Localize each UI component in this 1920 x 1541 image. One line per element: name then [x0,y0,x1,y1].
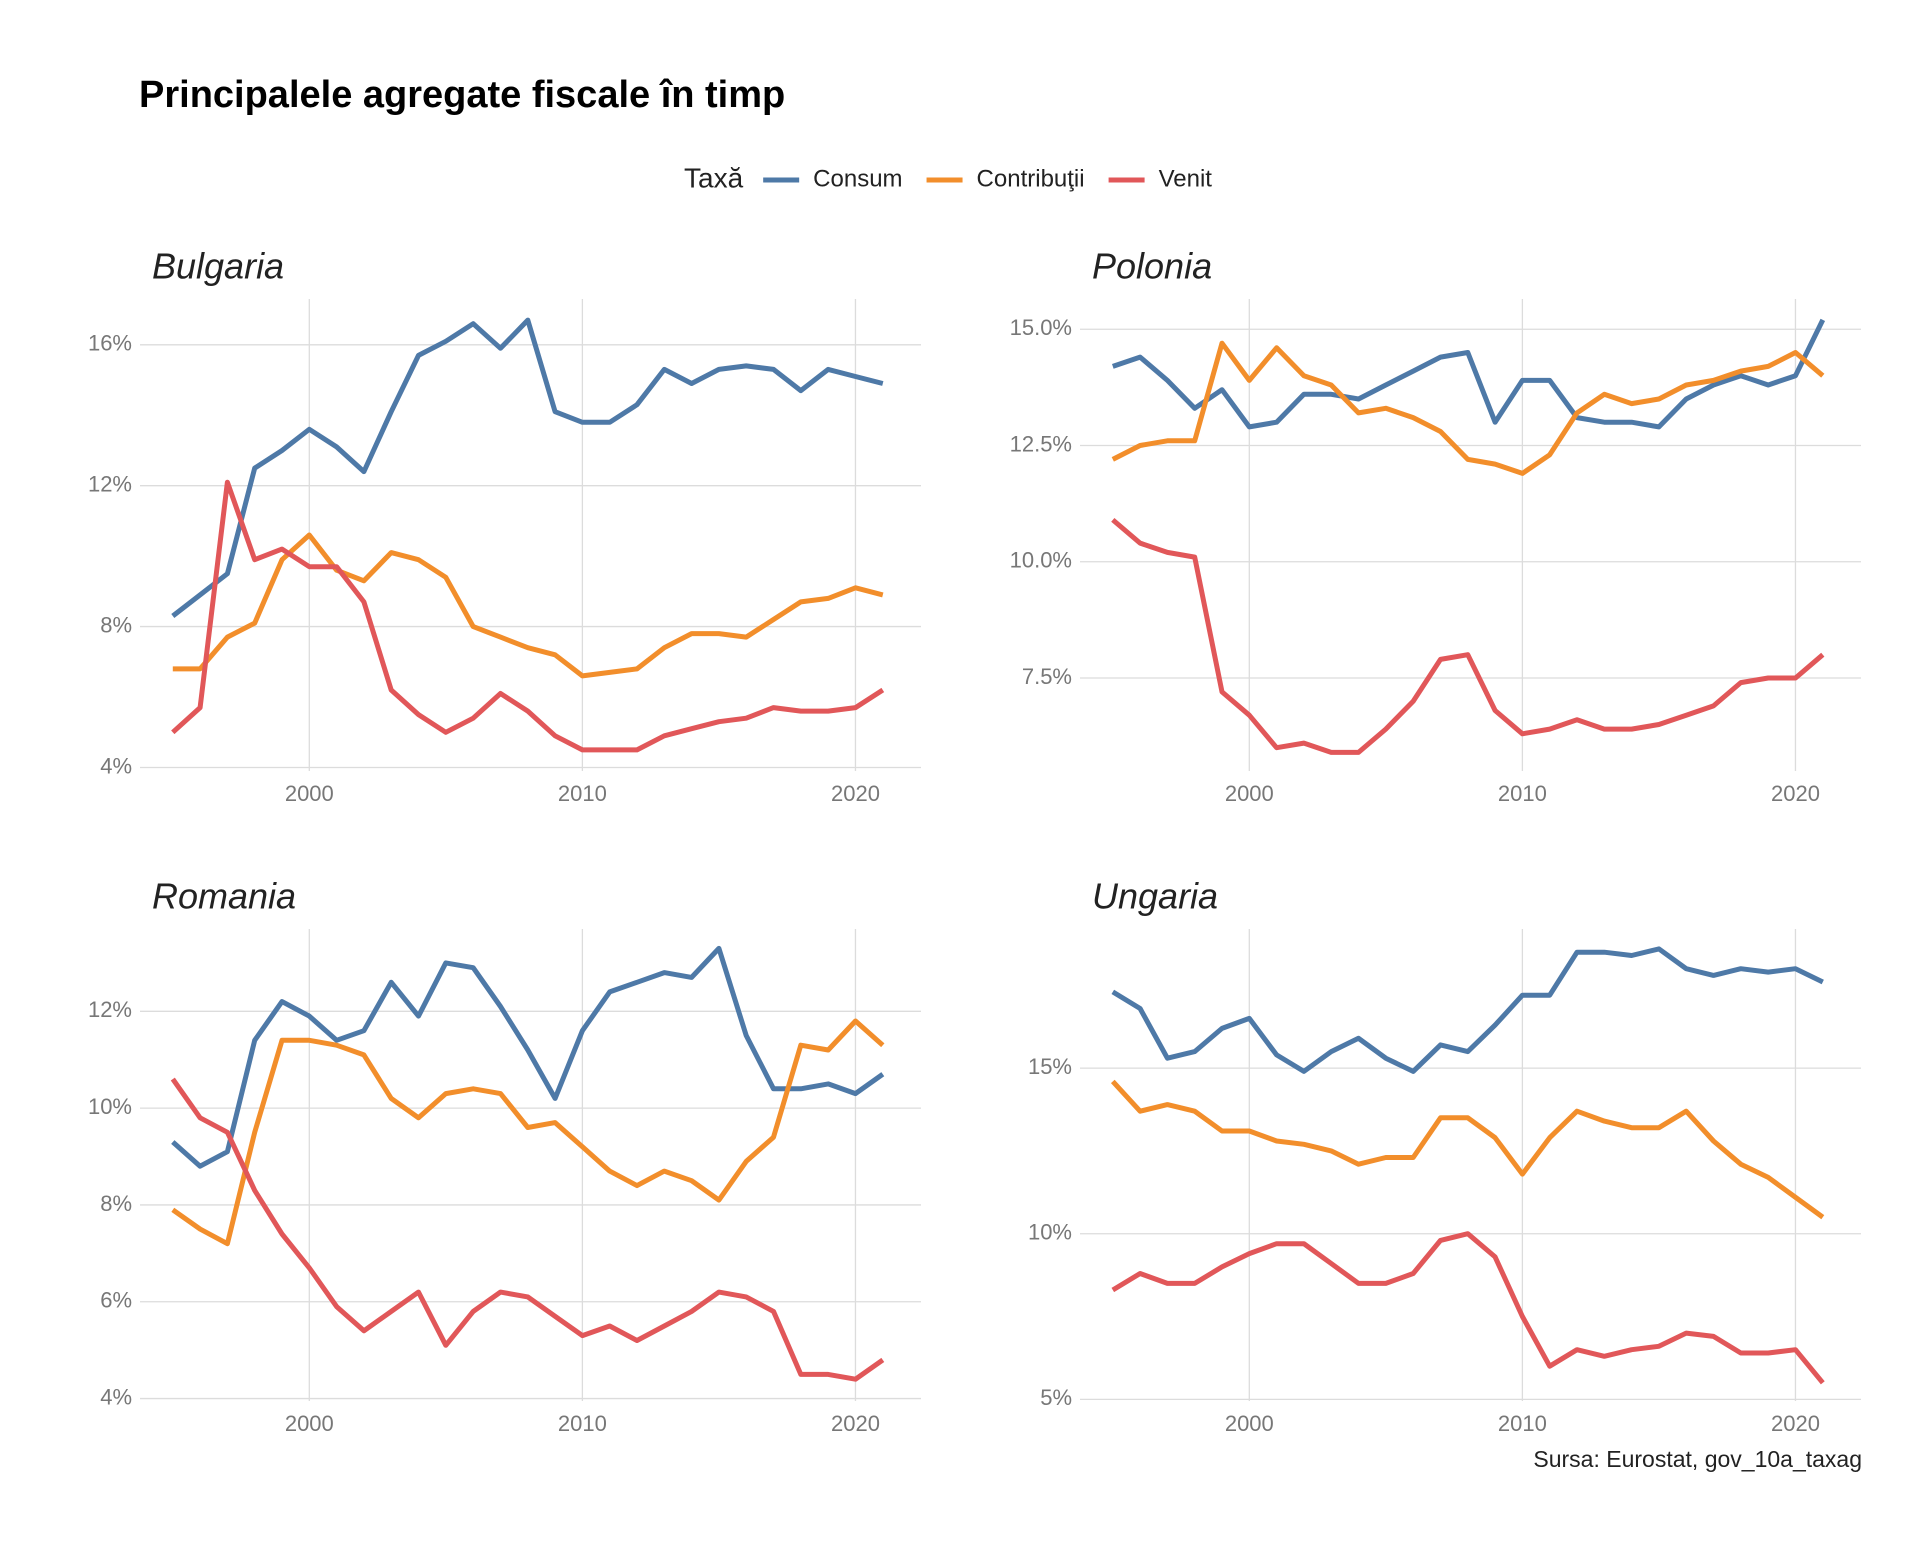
series-line [1111,1231,1825,1385]
y-tick-label: 5% [1040,1385,1072,1410]
series-line [1111,340,1825,476]
chart-title: Principalele agregate fiscale în timp [139,74,785,116]
y-tick-label: 12% [88,997,132,1022]
y-tick-label: 16% [88,331,132,356]
caption: Sursa: Eurostat, gov_10a_taxag [1533,1446,1862,1472]
panel-title: Polonia [1092,246,1212,287]
x-tick-label: 2000 [285,1411,334,1436]
y-tick-label: 10% [1028,1220,1072,1245]
series-line [171,317,884,618]
panel-title: Ungaria [1092,876,1218,917]
x-tick-label: 2010 [1498,1411,1547,1436]
y-tick-label: 6% [100,1288,132,1313]
legend-label: Venit [1159,165,1213,192]
x-tick-label: 2010 [1498,781,1547,806]
series-line [171,1018,885,1247]
series-line [170,1077,885,1382]
y-tick-label: 4% [100,753,132,778]
x-tick-label: 2010 [558,781,607,806]
series-line [1111,318,1826,430]
series-line [1111,946,1824,1074]
y-tick-label: 8% [100,1191,132,1216]
legend-title: Taxă [684,162,744,193]
y-tick-label: 10.0% [1010,548,1072,573]
series-line [1110,1079,1825,1220]
x-tick-label: 2020 [831,781,880,806]
y-tick-label: 12% [88,471,132,496]
y-tick-label: 12.5% [1010,431,1072,456]
y-tick-label: 10% [88,1094,132,1119]
series-line [171,479,885,753]
x-tick-label: 2020 [1771,781,1820,806]
y-tick-label: 15% [1028,1054,1072,1079]
panel-title: Bulgaria [152,246,284,287]
x-tick-label: 2010 [558,1411,607,1436]
legend-label: Consum [813,165,902,192]
series-line [1111,517,1825,755]
series-line [171,945,885,1169]
x-tick-label: 2000 [285,781,334,806]
legend-label: Contribuţii [977,165,1085,192]
panel-title: Romania [152,876,296,917]
legend: Taxă Consum Contribuţii Venit [684,162,1212,193]
y-tick-label: 15.0% [1010,315,1072,340]
x-tick-label: 2020 [831,1411,880,1436]
x-tick-label: 2020 [1771,1411,1820,1436]
x-tick-label: 2000 [1225,781,1274,806]
y-tick-label: 4% [100,1384,132,1409]
y-tick-label: 8% [100,612,132,637]
series-line [172,532,884,679]
y-tick-label: 7.5% [1022,664,1072,689]
x-tick-label: 2000 [1225,1411,1274,1436]
